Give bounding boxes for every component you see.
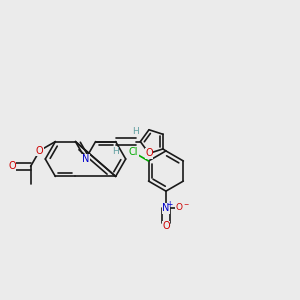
- Text: O: O: [145, 148, 153, 158]
- Text: Cl: Cl: [129, 147, 139, 158]
- Text: H: H: [112, 147, 119, 156]
- Text: N: N: [162, 203, 169, 213]
- Text: N: N: [82, 154, 89, 164]
- Text: H: H: [132, 127, 139, 136]
- Text: O: O: [36, 146, 44, 156]
- Text: O: O: [8, 161, 16, 171]
- Text: +: +: [166, 200, 173, 209]
- Text: O: O: [162, 221, 170, 231]
- Text: O$^-$: O$^-$: [175, 201, 190, 212]
